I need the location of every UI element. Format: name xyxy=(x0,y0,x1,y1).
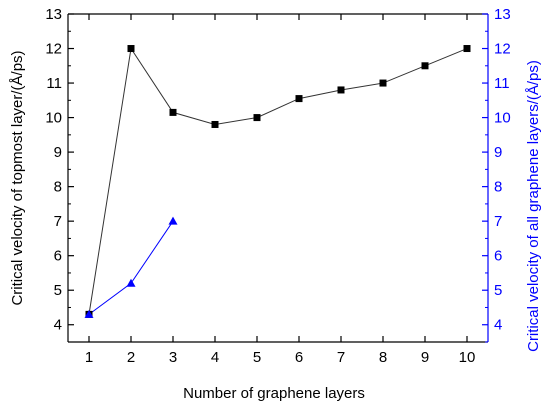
right-y-tick-label: 8 xyxy=(494,179,502,196)
x-tick-label: 9 xyxy=(421,349,429,366)
left-y-axis-title: Critical velocity of topmost layer/(Å/ps… xyxy=(9,50,26,305)
series-2-point xyxy=(84,309,94,318)
series-2-point xyxy=(126,278,136,287)
left-y-tick-label: 5 xyxy=(54,282,62,299)
right-y-axis-title: Critical velocity of all graphene layers… xyxy=(525,60,542,352)
right-y-tick-label: 10 xyxy=(494,110,511,127)
series-1-line xyxy=(88,47,468,315)
series-1-point xyxy=(379,79,387,87)
x-tick-label: 10 xyxy=(459,349,476,366)
series-1-point xyxy=(421,62,429,70)
right-y-tick-label: 6 xyxy=(494,248,502,265)
left-y-tick-label: 9 xyxy=(54,144,62,161)
left-y-tick-label: 10 xyxy=(45,110,62,127)
series-1-point xyxy=(463,45,471,53)
x-tick-label: 7 xyxy=(337,349,345,366)
right-y-tick-label: 13 xyxy=(494,6,511,23)
x-axis-title: Number of graphene layers xyxy=(183,385,365,402)
right-y-tick-label: 5 xyxy=(494,282,502,299)
left-y-tick-label: 11 xyxy=(46,75,62,92)
right-y-tick-label: 4 xyxy=(494,317,502,334)
series-1-point xyxy=(169,108,177,116)
x-tick-label: 2 xyxy=(127,349,135,366)
series-1-point xyxy=(211,120,219,128)
series-1-point xyxy=(253,114,261,122)
right-y-tick-label: 11 xyxy=(494,75,510,92)
left-y-tick-label: 13 xyxy=(45,6,62,23)
right-y-tick-label: 9 xyxy=(494,144,502,161)
series-1-point xyxy=(295,95,303,103)
x-tick-label: 8 xyxy=(379,349,387,366)
series-1-point xyxy=(337,86,345,94)
right-y-tick-label: 7 xyxy=(494,213,502,230)
left-y-tick-label: 12 xyxy=(45,41,62,58)
left-y-tick-label: 7 xyxy=(54,213,62,230)
left-y-tick-label: 8 xyxy=(54,179,62,196)
x-tick-label: 3 xyxy=(169,349,177,366)
x-tick-label: 5 xyxy=(253,349,261,366)
x-tick-label: 4 xyxy=(211,349,219,366)
series-1-point xyxy=(127,45,135,53)
x-tick-label: 6 xyxy=(295,349,303,366)
right-y-tick-label: 12 xyxy=(494,41,511,58)
left-y-tick-label: 6 xyxy=(54,248,62,265)
x-tick-label: 1 xyxy=(85,349,93,366)
series-2-point xyxy=(168,216,178,225)
left-y-tick-label: 4 xyxy=(54,317,62,334)
